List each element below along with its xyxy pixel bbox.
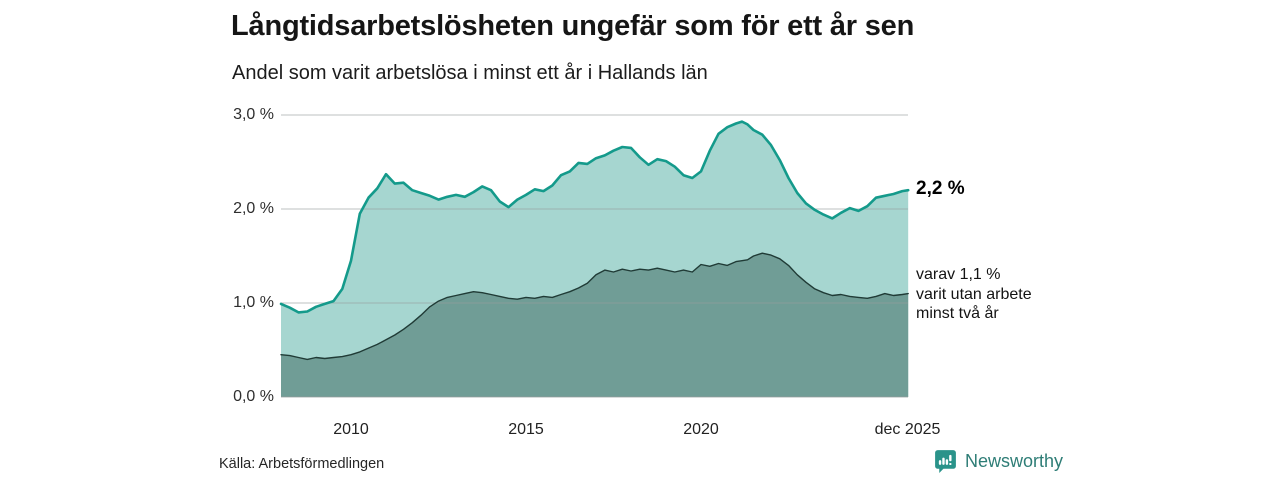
y-axis-label-1: 1,0 % — [233, 294, 274, 311]
newsworthy-branding: Newsworthy — [933, 448, 1063, 474]
area-varav-utan-arbete-minst-två-år — [281, 253, 909, 397]
x-axis-label-dec-2025: dec 2025 — [874, 421, 941, 438]
subseries-annotation: varav 1,1 % varit utan arbete minst två … — [916, 266, 1032, 322]
latest-value-label: 2,2 % — [916, 178, 965, 199]
newsworthy-logo-icon — [935, 450, 956, 473]
y-axis-label-2: 2,0 % — [233, 200, 274, 217]
source-caption: Källa: Arbetsförmedlingen — [219, 456, 385, 472]
chart-subtitle: Andel som varit arbetslösa i minst ett å… — [232, 62, 708, 84]
line-varav-utan-arbete-minst-två-år — [280, 252, 909, 361]
chart-svg — [279, 114, 910, 398]
x-axis-label-2015: 2015 — [508, 421, 544, 438]
x-axis-label-2020: 2020 — [683, 421, 719, 438]
y-axis-label-0: 0,0 % — [233, 388, 274, 405]
x-axis-label-2010: 2010 — [333, 421, 369, 438]
y-axis-label-3: 3,0 % — [233, 106, 274, 123]
chart-title: Långtidsarbetslösheten ungefär som för e… — [231, 10, 915, 42]
line-Andel-arbetslösa-minst-ett-år — [279, 120, 910, 314]
newsworthy-logo-text: Newsworthy — [965, 450, 1064, 471]
